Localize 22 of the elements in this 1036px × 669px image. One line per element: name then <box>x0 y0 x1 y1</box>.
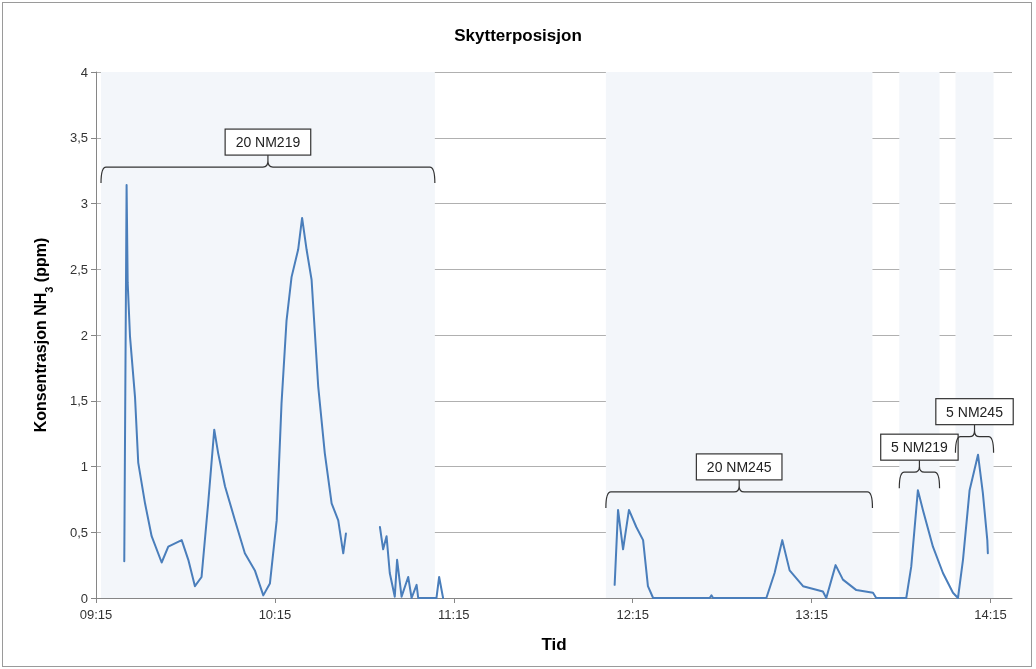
y-tick-label: 4 <box>80 64 88 80</box>
chart-title: Skytterposisjon <box>454 26 582 45</box>
x-tick-label: 12:15 <box>616 607 649 622</box>
y-tick-label: 0,5 <box>69 524 88 540</box>
x-tick-label: 10:15 <box>258 607 292 622</box>
x-tick-label: 14:15 <box>974 607 1007 622</box>
band-label: 5 NM245 <box>946 403 1004 420</box>
band-label: 5 NM219 <box>891 439 949 456</box>
x-tick-label: 09:15 <box>79 607 113 622</box>
y-tick-label: 2 <box>80 327 88 343</box>
y-tick-label: 1,5 <box>69 393 88 409</box>
y-tick-label: 3,5 <box>69 130 88 146</box>
y-tick-label: 2,5 <box>69 261 88 277</box>
x-axis-title: Tid <box>541 635 567 654</box>
y-tick-label: 1 <box>80 459 88 474</box>
y-tick-label: 3 <box>80 196 88 211</box>
band-label: 20 NM219 <box>235 134 301 151</box>
x-tick-label: 13:15 <box>795 607 828 622</box>
y-tick-label: 0 <box>80 590 88 606</box>
x-tick-label: 11:15 <box>438 607 470 622</box>
y-axis-title: Konsentrasjon NH3 (ppm) <box>31 237 55 433</box>
band-label: 20 NM245 <box>706 458 772 475</box>
